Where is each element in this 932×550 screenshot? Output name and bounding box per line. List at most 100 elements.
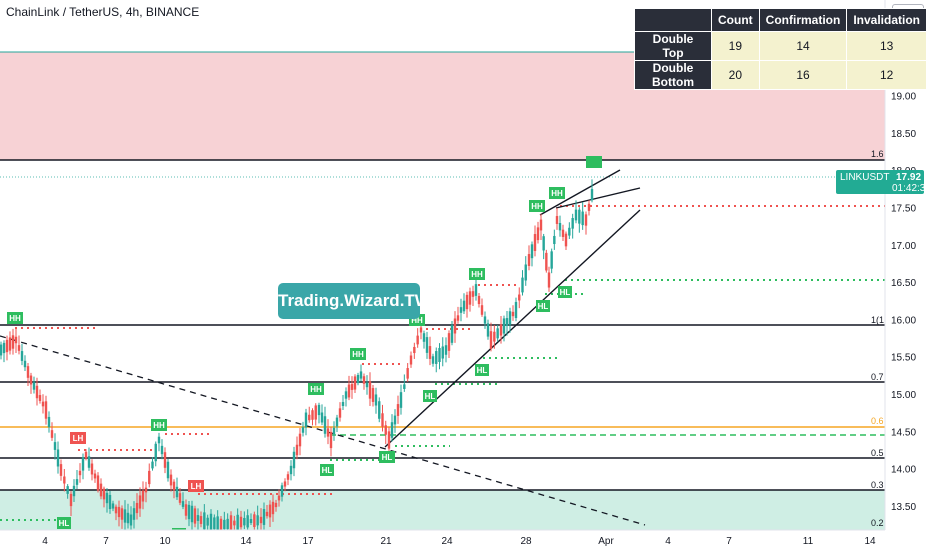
- candle-body: [350, 384, 354, 390]
- candle-body: [581, 211, 584, 226]
- candle-body: [90, 463, 94, 475]
- candle-body: [568, 227, 571, 236]
- candle-body: [489, 331, 493, 349]
- candle-body: [229, 515, 233, 532]
- candle-body: [209, 513, 213, 532]
- x-tick-label: 14: [240, 536, 252, 547]
- candle-body: [144, 487, 148, 493]
- y-tick-label: 15.00: [891, 390, 916, 401]
- candle-body: [236, 514, 239, 531]
- candle-body: [387, 431, 391, 449]
- candle-body: [233, 520, 236, 526]
- candle-body: [59, 464, 63, 476]
- y-tick-label: 13.50: [891, 502, 916, 513]
- fib-label: 0.5: [871, 448, 884, 458]
- candle-body: [298, 433, 302, 447]
- candle-body: [422, 333, 426, 342]
- candle-body: [390, 422, 394, 438]
- candle-body: [502, 318, 506, 334]
- candle-body: [219, 518, 223, 532]
- time-axis[interactable]: [0, 530, 932, 550]
- candle-body: [413, 346, 416, 354]
- candle-body: [571, 218, 574, 229]
- uptrend-line: [384, 209, 641, 448]
- y-tick-label: 16.00: [891, 315, 916, 326]
- candle-body: [114, 506, 118, 514]
- candle-body: [259, 516, 263, 524]
- candle-body: [50, 430, 54, 438]
- candle-body: [181, 501, 185, 507]
- candle-body: [32, 382, 36, 390]
- candle-body: [295, 444, 299, 456]
- stats-invalidation: 12: [846, 60, 928, 90]
- x-tick-label: 17: [302, 536, 314, 547]
- x-tick-label: 7: [103, 536, 109, 547]
- candle-body: [268, 504, 272, 518]
- x-tick-label: 4: [42, 536, 48, 547]
- candle-body: [381, 413, 384, 427]
- stats-header-blank: [634, 8, 712, 32]
- trading-wizard-callout: Trading.Wizard.TW: [278, 283, 431, 319]
- candle-body: [69, 493, 73, 507]
- candle-body: [53, 442, 57, 450]
- y-tick-label: 16.50: [891, 278, 916, 289]
- candle-body: [213, 517, 216, 530]
- candle-body: [11, 335, 15, 349]
- candle-body: [141, 490, 145, 502]
- candle-body: [265, 511, 269, 517]
- candle-body: [216, 516, 219, 532]
- x-tick-label: 21: [380, 536, 392, 547]
- candle-body: [329, 431, 333, 449]
- stats-count: 19: [711, 31, 760, 61]
- candle-body: [99, 483, 103, 497]
- candle-body: [96, 475, 100, 491]
- candle-body: [226, 518, 229, 530]
- pivot-label: HL: [322, 466, 333, 475]
- pivot-label: LH: [73, 434, 84, 443]
- candle-body: [527, 254, 531, 266]
- candle-body: [41, 401, 45, 407]
- x-tick-label: 11: [803, 536, 814, 547]
- candle-body: [550, 251, 553, 269]
- candle-body: [453, 318, 457, 334]
- y-tick-label: 14.50: [891, 427, 916, 438]
- candle-body: [496, 328, 499, 339]
- candle-body: [474, 284, 478, 296]
- candle-body: [256, 515, 259, 526]
- candle-body: [17, 345, 21, 351]
- candle-body: [75, 479, 79, 485]
- pivot-label: HH: [153, 421, 165, 430]
- x-tick-label: 10: [159, 536, 171, 547]
- candle-body: [542, 236, 545, 251]
- candle-body: [587, 203, 591, 211]
- candle-body: [396, 404, 400, 416]
- candle-body: [356, 374, 360, 384]
- candle-body: [444, 345, 448, 355]
- candle-body: [187, 504, 191, 520]
- price-tag-price: 17.92: [896, 172, 922, 183]
- candle-body: [545, 252, 548, 271]
- candle-body: [371, 388, 375, 402]
- candle-body: [129, 514, 133, 526]
- candle-body: [304, 412, 308, 428]
- candle-body: [84, 451, 88, 459]
- candle-body: [419, 327, 423, 333]
- wedge-mid-line: [555, 187, 641, 209]
- candle-body: [511, 311, 515, 317]
- y-tick-label: 17.50: [891, 204, 916, 215]
- wedge-top-line: [539, 169, 621, 216]
- candle-body: [508, 311, 512, 325]
- support-zone: [0, 490, 885, 530]
- candle-body: [514, 301, 518, 319]
- candle-body: [435, 351, 438, 364]
- candle-body: [206, 517, 209, 526]
- pivot-label: HH: [352, 350, 364, 359]
- candle-body: [341, 401, 345, 407]
- candle-body: [111, 503, 115, 509]
- candle-body: [499, 324, 503, 336]
- pattern-stats-table: Count Confirmation Invalidation Double T…: [634, 8, 928, 90]
- candle-body: [172, 481, 176, 491]
- candle-body: [536, 227, 540, 241]
- candle-body: [553, 235, 556, 245]
- candle-body: [154, 443, 157, 462]
